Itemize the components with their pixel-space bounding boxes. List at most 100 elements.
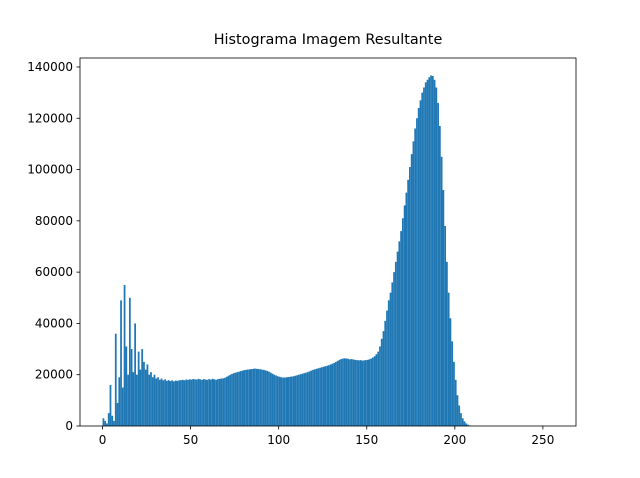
y-tick-label: 140000 [27,60,73,74]
bar [245,369,247,426]
bar [252,368,255,426]
bar [178,380,181,426]
plot-frame [79,57,577,427]
bar [283,377,286,426]
bar [347,358,350,426]
x-tick-label: 50 [183,433,198,447]
bar [306,372,309,426]
x-tick-label: 100 [267,433,290,447]
bar [275,375,277,426]
bar [292,376,295,426]
bar [225,376,228,426]
bar [350,359,353,426]
bar [157,377,159,426]
x-tick-label: 250 [531,433,554,447]
bar [188,379,191,426]
bar [384,320,387,426]
bar [394,261,397,426]
bar [183,380,186,426]
bar [303,373,306,426]
bar [398,241,401,426]
bar [132,372,135,426]
bar [359,360,362,426]
y-tick-label: 80000 [35,214,73,228]
bar [368,359,371,426]
bar [446,261,448,426]
bar [268,371,270,426]
bar [320,367,323,426]
bar [305,372,307,426]
bar [460,413,462,426]
y-tick-label: 40000 [35,316,73,330]
bar [296,375,299,426]
y-tick-label: 120000 [27,111,73,125]
bar [465,423,468,426]
bar [206,379,209,426]
bar [454,379,457,426]
bar [447,292,450,426]
bar [121,387,124,426]
bar [171,380,173,426]
bar [271,373,274,426]
bar [102,418,105,426]
bar [433,79,436,426]
bar [451,341,454,426]
bar [326,365,328,426]
bar [426,79,429,426]
bar [120,300,122,426]
bar [199,379,202,426]
bar [236,372,239,426]
bar [158,379,161,426]
bar [310,370,313,426]
bar [213,379,216,426]
bar [190,379,193,426]
bar [340,359,343,426]
bar [308,371,311,426]
bar [440,156,443,427]
bar [273,374,276,426]
bar [338,359,341,426]
bar [185,379,188,426]
bar [130,349,133,426]
bar [229,374,232,426]
bar [291,376,293,426]
bar [312,369,314,426]
bar [139,369,142,426]
bar [416,118,418,427]
bar [111,415,114,426]
bar [463,421,466,426]
bar [345,358,348,426]
bar [125,346,128,426]
bar [180,380,182,426]
bar [424,82,427,426]
bar [127,374,129,426]
bar [285,377,288,426]
x-tick-label: 150 [355,433,378,447]
bar [215,379,218,426]
bar [438,125,441,426]
bar [287,377,290,426]
bar [128,297,131,426]
x-tick-label: 200 [443,433,466,447]
bar [137,351,140,426]
bar [169,381,172,426]
bar [238,371,240,426]
bar [414,128,417,426]
bar [379,346,381,426]
bar [262,369,265,426]
bar [333,362,336,426]
bar [382,331,385,426]
bar [116,402,119,426]
bar [396,251,399,426]
bar [375,354,378,426]
bar [377,351,380,426]
bar [280,377,283,426]
bar [174,380,177,426]
bar [410,154,413,427]
bar [417,108,420,427]
bar [458,405,461,426]
bar [209,379,212,426]
bar [261,369,263,426]
bar [387,300,390,426]
bar [204,379,207,426]
